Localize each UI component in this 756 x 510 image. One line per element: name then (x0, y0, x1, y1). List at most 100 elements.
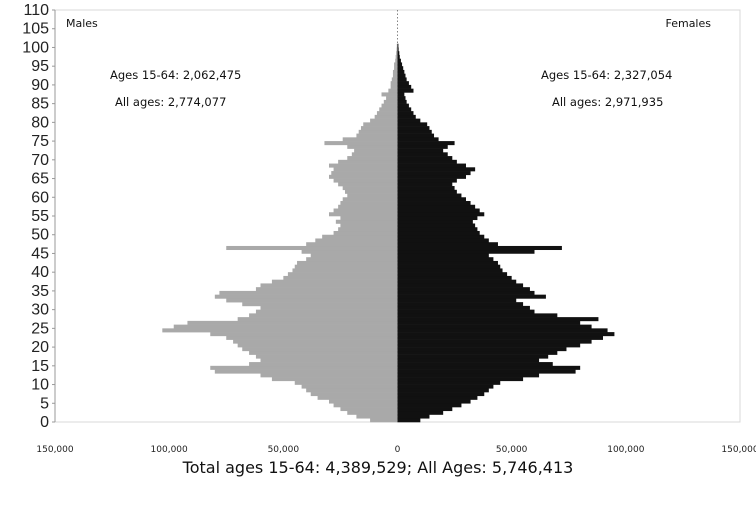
female-bar-age-47 (397, 242, 498, 247)
female-bar-age-12 (397, 373, 540, 378)
x-tick-label-3: 0 (395, 445, 401, 455)
x-tick-label-5: 100,000 (607, 445, 644, 455)
female-bar-age-28 (397, 313, 558, 318)
y-tick-label-110: 110 (23, 2, 49, 19)
male-bar-age-41 (294, 264, 398, 269)
male-bar-age-7 (310, 392, 398, 397)
male-bar-age-82 (376, 111, 398, 116)
male-bar-age-89 (390, 84, 398, 89)
y-tick-label-0: 0 (40, 414, 49, 431)
x-tick-label-6: 150,000 (721, 445, 756, 455)
y-tick-label-75: 75 (31, 133, 49, 150)
male-bar-age-27 (237, 317, 398, 322)
legend-males: Males (66, 17, 98, 30)
male-bar-age-25 (173, 324, 398, 329)
x-tick-label-2: 50,000 (268, 445, 300, 455)
male-bar-age-94 (394, 66, 398, 71)
x-tick-label-4: 50,000 (496, 445, 528, 455)
male-bar-age-54 (340, 216, 398, 221)
female-bar-age-32 (397, 298, 517, 303)
female-bar-age-59 (397, 197, 466, 202)
female-bar-age-22 (397, 335, 603, 340)
female-bar-age-18 (397, 350, 558, 355)
y-tick-label-5: 5 (40, 395, 49, 412)
male-bar-age-5 (329, 399, 398, 404)
male-bar-age-37 (271, 279, 398, 284)
male-bar-age-44 (310, 253, 398, 258)
female-bar-age-72 (397, 148, 444, 153)
female-bar-age-81 (397, 114, 416, 119)
male-bar-age-63 (338, 182, 398, 187)
y-tick-label-20: 20 (31, 339, 49, 356)
female-bar-age-3 (397, 407, 453, 412)
female-bar-age-66 (397, 171, 471, 176)
female-bar-age-4 (397, 403, 462, 408)
female-bar-age-63 (397, 182, 453, 187)
female-bar-age-8 (397, 388, 489, 393)
female-bar-age-7 (397, 392, 485, 397)
male-bar-age-33 (214, 294, 398, 299)
male-bar-age-16 (260, 358, 398, 363)
male-bar-age-81 (374, 114, 398, 119)
female-bar-age-61 (397, 189, 457, 194)
male-bar-age-43 (306, 257, 398, 262)
female-bar-age-96 (397, 58, 401, 63)
male-bar-age-20 (237, 343, 398, 348)
male-bar-age-13 (214, 369, 398, 374)
female-bar-age-83 (397, 107, 412, 112)
female-bar-age-78 (397, 126, 430, 131)
male-bar-age-50 (333, 230, 398, 236)
female-bar-age-56 (397, 208, 480, 213)
male-bar-age-91 (391, 77, 398, 82)
y-tick-label-25: 25 (31, 320, 49, 337)
female-bar-age-84 (397, 103, 409, 108)
female-bar-age-44 (397, 253, 489, 258)
annotation-males-15-64: Ages 15-64: 2,062,475 (110, 68, 241, 82)
female-bar-age-80 (397, 118, 421, 123)
female-bar-age-79 (397, 122, 428, 127)
y-tick-label-15: 15 (31, 358, 49, 375)
female-bar-age-57 (397, 204, 476, 209)
male-bar-age-61 (344, 189, 398, 194)
male-bar-age-9 (301, 384, 398, 389)
female-bar-age-45 (397, 249, 535, 254)
female-bar-age-49 (397, 234, 485, 239)
female-bar-age-88 (397, 88, 414, 93)
female-bar-age-71 (397, 152, 448, 157)
male-bar-age-48 (315, 238, 398, 243)
female-bar-age-6 (397, 395, 478, 400)
female-bar-age-29 (397, 309, 535, 314)
male-bar-age-83 (379, 107, 398, 112)
female-bar-age-62 (397, 186, 455, 191)
female-bar-age-89 (397, 84, 412, 89)
female-bar-age-48 (397, 238, 489, 243)
male-bar-age-30 (260, 305, 398, 310)
female-bar-age-74 (397, 141, 455, 146)
chart-footer-total: Total ages 15-64: 4,389,529; All Ages: 5… (182, 458, 574, 477)
male-bar-age-4 (333, 403, 398, 408)
male-bar-age-69 (338, 159, 398, 164)
female-bar-age-2 (397, 410, 444, 415)
female-bar-age-38 (397, 275, 512, 280)
female-bar-age-25 (397, 324, 592, 329)
male-bar-age-31 (242, 302, 398, 307)
male-bar-age-93 (392, 69, 398, 74)
male-bar-age-52 (340, 223, 398, 228)
female-bar-age-64 (397, 178, 457, 183)
female-bar-age-19 (397, 347, 567, 352)
bars-group (162, 10, 615, 423)
male-bar-age-26 (187, 320, 398, 325)
female-bar-age-36 (397, 283, 524, 288)
male-bar-age-3 (340, 407, 398, 412)
y-tick-label-105: 105 (22, 21, 49, 38)
female-bar-age-23 (397, 332, 615, 337)
female-bar-age-42 (397, 260, 498, 265)
female-bar-age-35 (397, 287, 530, 292)
annotation-females-all-ages: All ages: 2,971,935 (552, 95, 663, 109)
female-bar-age-67 (397, 167, 476, 172)
female-bar-age-43 (397, 257, 494, 262)
female-bar-age-46 (397, 245, 562, 251)
female-bar-age-98 (397, 51, 400, 56)
male-bar-age-36 (260, 283, 398, 288)
male-bar-age-0 (370, 418, 398, 423)
